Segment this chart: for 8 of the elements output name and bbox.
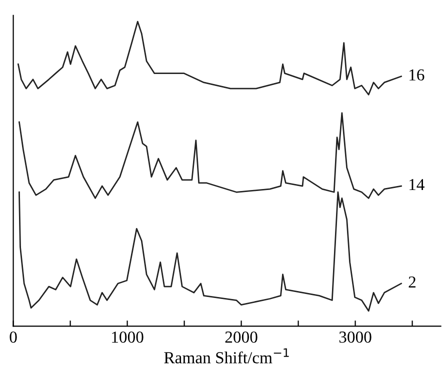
x-axis-title: Raman Shift/cm$^{−1}$ (164, 348, 289, 364)
x-tick-label: 1000 (112, 332, 144, 343)
x-tick-label: 2000 (225, 332, 258, 343)
x-tick-label: 3000 (339, 332, 372, 343)
series-label: 14 (410, 179, 424, 190)
series-label: 2 (408, 276, 416, 288)
series-label: 16 (410, 69, 424, 81)
x-tick-label: 0 (10, 332, 17, 343)
